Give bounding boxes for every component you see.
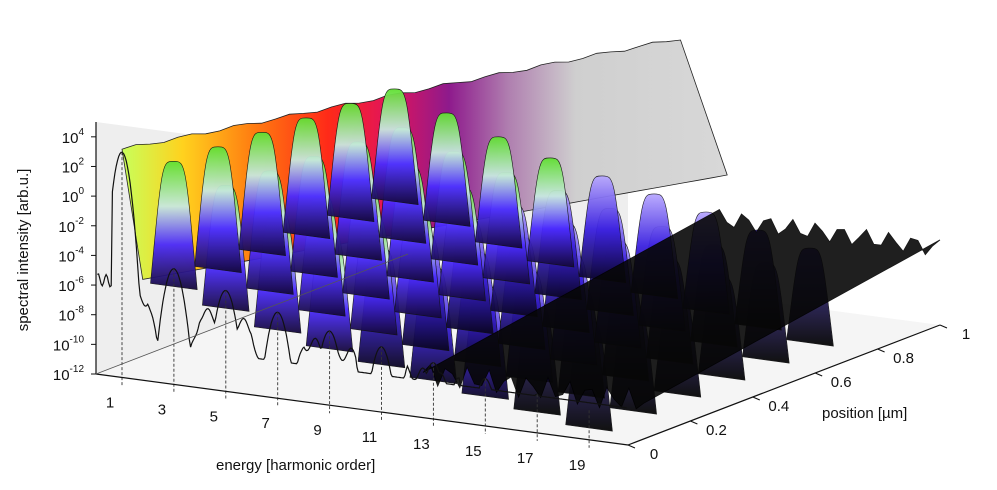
x-tick-7: 7 [262,415,270,432]
z-tick-2: 102 [62,156,85,176]
y-tick-labels: 0 0.2 0.4 0.6 0.8 1 [627,324,970,463]
y-axis-label: position [µm] [822,405,907,422]
x-tick-17: 17 [517,450,534,467]
harmonic-11-ridge [578,175,627,284]
y-tick-0: 0 [650,446,658,463]
harmonic-3-ridge [194,146,242,274]
x-tick-labels: 1 3 5 7 9 11 13 15 17 19 [106,395,586,474]
z-tick--6: 10-6 [58,275,84,295]
y-tick-mark-0.4 [752,396,760,401]
z-tick--2: 10-2 [58,216,84,236]
x-tick-19: 19 [569,457,586,474]
z-tick--8: 10-8 [58,305,84,325]
y-tick-mark-0.8 [877,348,885,353]
z-tick-labels: 104 102 100 10-2 10-4 10-6 10-8 10-10 10-12 [53,127,96,384]
x-tick-5: 5 [210,408,218,425]
y-tick-0.4: 0.4 [768,398,789,415]
y-tick-0.2: 0.2 [706,422,727,439]
harmonic-7-ridge [474,136,523,249]
x-axis-label: energy [harmonic order] [216,457,375,474]
x-tick-9: 9 [313,422,321,439]
y-tick-mark-0.6 [815,372,823,377]
z-tick-0: 100 [62,186,85,206]
harmonic-3-ridge [150,160,198,291]
harmonic-9-ridge [526,157,575,268]
harmonic-3-ridge [238,131,286,257]
z-axis-label: spectral intensity [arb.u.] [15,169,32,332]
floor-diagonal-line [95,253,409,375]
harmonic-drop-lines [121,152,590,448]
y-tick-mark-1 [939,324,948,329]
y-axis-line [627,324,941,446]
axes [95,122,941,446]
spectrum-front-line [97,151,627,409]
x-axis-line [95,373,629,446]
harmonic-3-ridge [371,88,419,206]
x-tick-11: 11 [362,429,378,446]
x-tick-1: 1 [106,395,114,412]
y-tick-0.6: 0.6 [831,374,852,391]
harmonic-3-ridge [282,117,331,240]
harmonic-3-ridge [326,103,375,223]
harmonic-5-ridge [423,112,471,227]
y-tick-0.8: 0.8 [893,350,914,367]
z-tick-4: 104 [62,127,85,147]
x-tick-15: 15 [465,443,482,460]
y-tick-1: 1 [962,326,970,343]
z-tick--4: 10-4 [58,245,84,265]
y-tick-mark-0.2 [690,420,698,425]
x-tick-13: 13 [413,436,430,453]
y-tick-mark-0 [627,444,636,449]
z-tick--12: 10-12 [53,364,85,384]
high-energy-tail-surface [422,209,941,410]
x-tick-3: 3 [158,401,166,418]
harmonic-ridges [121,39,941,432]
z-tick--10: 10-10 [53,334,85,354]
